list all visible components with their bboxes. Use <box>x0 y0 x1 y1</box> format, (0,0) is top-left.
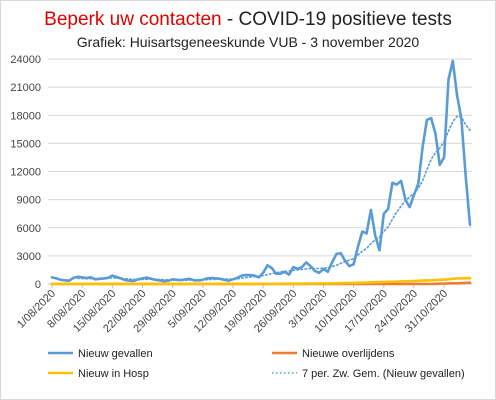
gridlines <box>48 58 472 257</box>
y-tick-label: 18000 <box>10 110 41 122</box>
chart-title-main: - COVID-19 positieve tests <box>221 9 452 30</box>
y-tick-label: 9000 <box>17 195 41 207</box>
y-tick-label: 6000 <box>17 223 41 235</box>
y-axis-ticks: 0 3000 6000 9000 12000 15000 18000 21000 24000 <box>10 54 41 291</box>
legend-label-nieuw-gevallen: Nieuw gevallen <box>78 348 153 360</box>
chart-title: Beperk uw contacten - COVID-19 positieve… <box>0 9 496 31</box>
y-tick-label: 21000 <box>10 82 41 94</box>
chart-subtitle: Grafiek: Huisartsgeneeskunde VUB - 3 nov… <box>76 34 420 50</box>
y-tick-label: 3000 <box>17 251 41 263</box>
y-tick-label: 24000 <box>10 54 41 66</box>
x-axis-ticks: 1/08/20208/08/202015/08/202022/08/202029… <box>15 284 450 335</box>
legend-label-7-per-zw-gem-nieuw-gevallen: 7 per. Zw. Gem. (Nieuw gevallen) <box>302 368 465 380</box>
y-tick-label: 12000 <box>10 167 41 179</box>
y-tick-label: 0 <box>35 279 41 291</box>
chart-title-emphasis: Beperk uw contacten <box>44 9 222 30</box>
series-lines <box>50 59 472 286</box>
legend: Nieuw gevallen Nieuwe overlijdens Nieuw in… <box>48 348 465 380</box>
y-tick-label: 15000 <box>10 138 41 150</box>
legend-label-nieuwe-overlijdens: Nieuwe overlijdens <box>302 348 395 360</box>
series-line-nieuw-gevallen <box>50 59 472 283</box>
series-line-nieuw-in-hosp <box>50 276 472 286</box>
legend-label-nieuw-in-hosp: Nieuw in Hosp <box>78 368 149 380</box>
